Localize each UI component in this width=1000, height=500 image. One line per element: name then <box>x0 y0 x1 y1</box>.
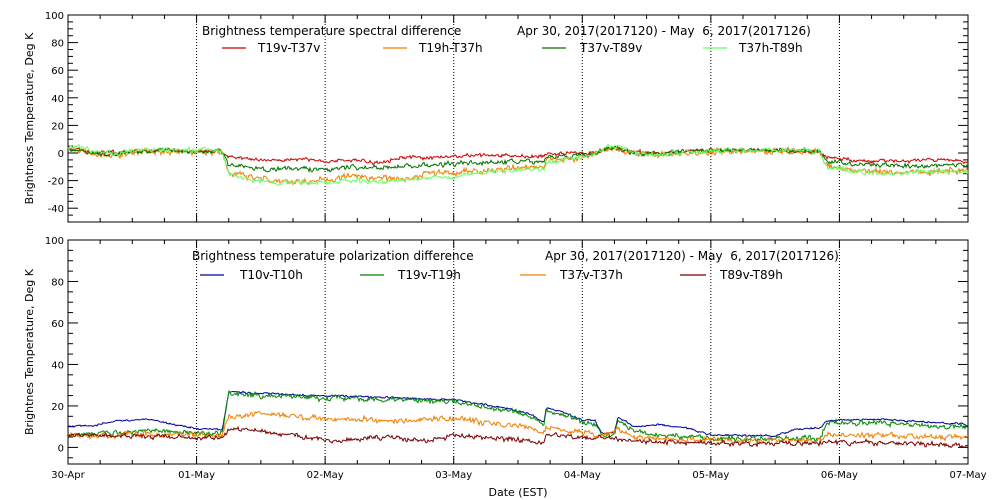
y-tick-label: 100 <box>45 236 64 247</box>
y-tick-label: 60 <box>51 319 64 330</box>
x-tick-label: 30-Apr <box>51 470 85 481</box>
chart-title: Brightness temperature spectral differen… <box>202 24 461 38</box>
x-tick-label: 02-May <box>307 470 344 481</box>
legend-label-1: T10v-T10h <box>239 268 303 282</box>
plot-frame <box>67 14 969 223</box>
panel-2: 0 20 40 60 80 100 Brightnes Temperature, Deg K… <box>23 236 987 499</box>
plot-frame <box>67 239 969 465</box>
y-tick-label: -20 <box>48 177 64 188</box>
y-axis-label: Brightnes Temperature, Deg K <box>23 268 36 435</box>
x-tick-label: 05-May <box>692 470 729 481</box>
chart-title: Brightness temperature polarization diff… <box>192 249 474 263</box>
y-tick-label: 20 <box>51 402 64 413</box>
legend-label-3: T37v-T89v <box>579 41 642 55</box>
x-axis-label: Date (EST) <box>488 486 547 499</box>
legend-label-3: T37v-T37h <box>559 268 623 282</box>
y-tick-label: 40 <box>51 360 64 371</box>
y-tick-label: 40 <box>51 94 64 105</box>
series-line-3 <box>67 410 969 445</box>
x-tick-label: 06-May <box>821 470 858 481</box>
y-tick-label: 100 <box>45 11 64 22</box>
series-line-4 <box>67 143 969 186</box>
y-tick-label: 0 <box>58 149 64 160</box>
series-line-1 <box>68 390 969 438</box>
y-tick-label: 20 <box>51 121 64 132</box>
y-tick-label: -40 <box>48 204 64 215</box>
legend-label-2: T19v-T19h <box>397 268 461 282</box>
legend-label-4: T37h-T89h <box>738 41 803 55</box>
y-tick-label: 60 <box>51 66 64 77</box>
y-axis-label: Brightness Temperature, Deg K <box>23 32 36 204</box>
panel-1: -40 -20 0 20 40 60 80 100 Brightness Temperature… <box>23 11 969 223</box>
y-tick-label: 0 <box>58 443 64 454</box>
x-tick-label: 07-May <box>949 470 986 481</box>
legend-label-2: T19h-T37h <box>418 41 483 55</box>
y-tick-label: 80 <box>51 277 64 288</box>
x-tick-label: 04-May <box>564 470 601 481</box>
legend-label-1: T19v-T37v <box>257 41 320 55</box>
date-range: Apr 30, 2017(2017120) - May 6, 2017(2017… <box>517 24 811 38</box>
x-tick-label: 01-May <box>178 470 215 481</box>
x-tick-label: 03-May <box>435 470 472 481</box>
y-tick-label: 80 <box>51 39 64 50</box>
legend-label-4: T89v-T89h <box>719 268 783 282</box>
series-line-1 <box>67 146 969 166</box>
series-line-4 <box>67 425 969 449</box>
date-range: Apr 30, 2017(2017120) - May 6, 2017(2017… <box>545 249 839 263</box>
